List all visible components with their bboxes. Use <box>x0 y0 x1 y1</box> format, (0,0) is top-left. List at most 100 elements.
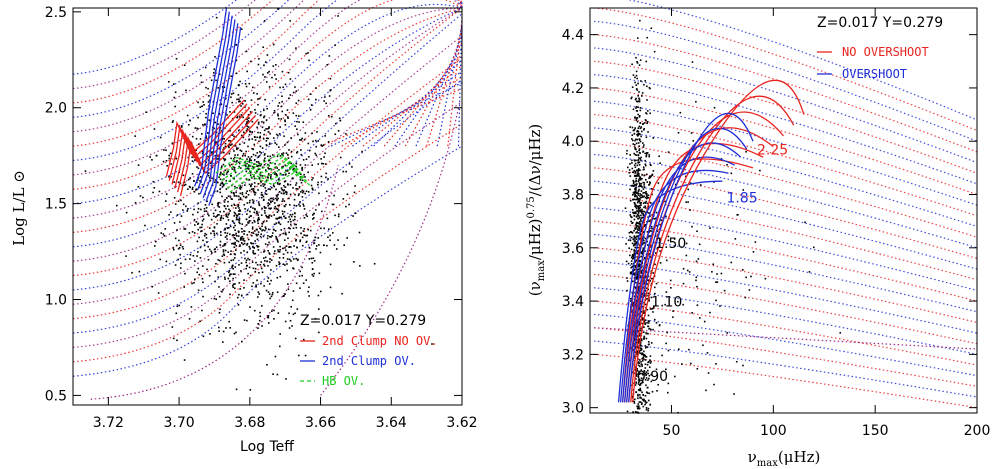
right-star-point <box>726 163 728 166</box>
left-star-point <box>265 215 268 218</box>
left-star-point <box>276 155 279 158</box>
left-star-point <box>294 215 296 218</box>
left-star-point <box>163 149 165 151</box>
right-star-point <box>640 252 643 255</box>
right-star-point <box>630 256 633 259</box>
left-star-point <box>253 309 256 312</box>
left-star-point <box>240 105 242 107</box>
left-star-point <box>277 204 279 207</box>
left-star-point <box>223 210 225 213</box>
left-star-point <box>248 266 251 269</box>
left-star-point <box>214 55 216 58</box>
left-star-point <box>269 188 272 191</box>
left-star-point <box>215 262 217 265</box>
left-star-point <box>261 325 263 327</box>
right-star-point <box>638 263 641 265</box>
right-star-point <box>631 395 634 398</box>
left-star-point <box>353 261 355 263</box>
left-star-point <box>240 150 243 152</box>
left-star-point <box>269 162 272 164</box>
left-star-point <box>250 185 252 188</box>
left-star-point <box>187 178 190 181</box>
left-star-point <box>258 97 261 100</box>
left-star-point <box>305 234 307 237</box>
right-star-point <box>634 162 637 165</box>
left-star-point <box>263 210 266 212</box>
left-star-point <box>263 154 266 156</box>
left-star-point <box>221 182 224 185</box>
right-star-point <box>643 225 646 228</box>
left-star-point <box>234 249 237 251</box>
left-star-point <box>345 133 347 135</box>
right-star-point <box>635 206 637 208</box>
left-star-point <box>213 127 215 130</box>
right-star-point <box>660 219 663 222</box>
right-star-point <box>644 152 646 155</box>
left-star-point <box>213 230 215 232</box>
right-star-point <box>649 235 652 237</box>
right-star-point <box>641 242 644 245</box>
right-star-point <box>635 223 637 226</box>
left-star-point <box>251 177 253 179</box>
left-star-point <box>268 126 270 128</box>
left-star-point <box>341 292 343 295</box>
right-star-point <box>641 194 643 197</box>
right-star-point <box>650 230 652 232</box>
left-star-point <box>207 101 210 103</box>
right-star-point <box>673 375 676 378</box>
left-star-point <box>361 150 363 153</box>
left-star-point <box>222 157 225 160</box>
left-star-point <box>226 205 229 207</box>
left-star-point <box>258 204 261 207</box>
left-star-point <box>203 210 206 213</box>
right-star-point <box>629 297 632 300</box>
left-star-point <box>326 63 328 66</box>
left-star-point <box>191 156 193 159</box>
left-star-point <box>221 86 224 88</box>
left-star-point <box>255 161 258 163</box>
right-star-point <box>638 282 640 285</box>
left-star-point <box>174 264 177 266</box>
left-star-point <box>257 123 260 125</box>
left-star-point <box>184 272 186 275</box>
left-star-point <box>257 183 260 185</box>
left-star-point <box>261 305 263 307</box>
left-star-point <box>269 197 272 200</box>
right-star-point <box>629 235 631 238</box>
left-star-point <box>223 86 226 88</box>
right-star-point <box>639 202 642 204</box>
right-star-point <box>713 383 715 386</box>
left-star-point <box>200 208 202 211</box>
left-star-point <box>205 233 208 236</box>
left-series-line <box>223 164 307 185</box>
left-star-point <box>284 264 286 266</box>
left-star-point <box>243 233 245 235</box>
left-star-point <box>183 181 186 184</box>
right-star-point <box>737 214 739 216</box>
left-star-point <box>202 265 204 267</box>
left-star-point <box>182 247 185 250</box>
left-series-line <box>171 107 251 185</box>
left-star-point <box>342 198 345 200</box>
left-star-point <box>213 215 215 218</box>
left-star-point <box>170 175 172 178</box>
right-star-point <box>640 196 642 199</box>
left-star-point <box>230 93 233 95</box>
left-star-point <box>209 162 212 165</box>
left-star-point <box>277 113 279 115</box>
right-star-point <box>629 271 632 274</box>
right-star-point <box>635 97 637 100</box>
right-star-point <box>635 159 637 162</box>
left-star-point <box>246 244 248 246</box>
left-star-point <box>228 208 230 211</box>
right-star-point <box>634 172 637 174</box>
left-star-point <box>238 207 240 209</box>
left-star-point <box>248 117 250 119</box>
right-model-track <box>626 0 978 121</box>
left-y-tick-label: 0.5 <box>45 388 67 404</box>
left-star-point <box>262 46 265 49</box>
left-star-point <box>252 207 254 209</box>
left-star-point <box>278 133 281 135</box>
left-star-point <box>273 112 275 114</box>
left-star-point <box>237 235 240 237</box>
